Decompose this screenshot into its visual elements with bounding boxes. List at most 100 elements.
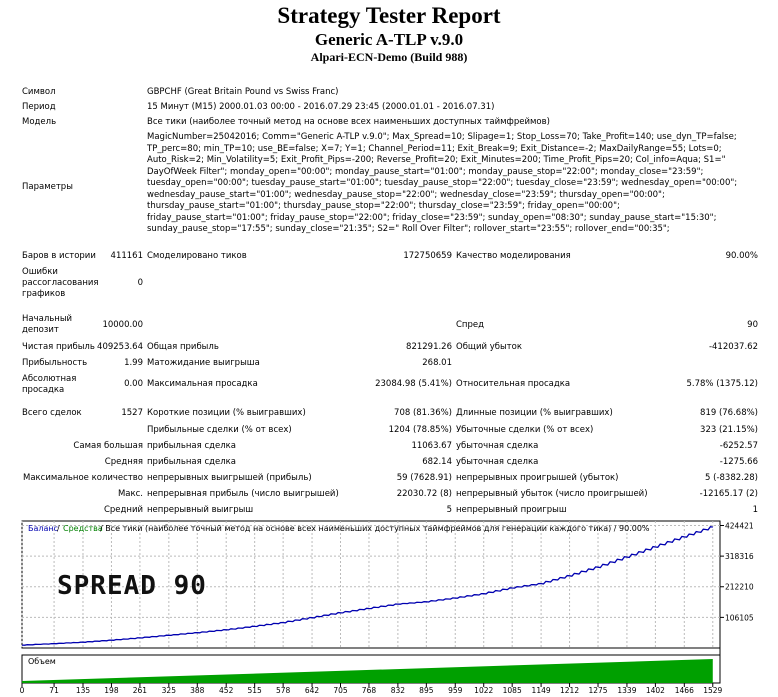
symbol-label: Символ xyxy=(22,87,56,97)
bars-value: 411161 xyxy=(110,251,143,261)
expert-name: Generic A-TLP v.9.0 xyxy=(314,30,464,49)
largest-profit-label: прибыльная сделка xyxy=(147,441,237,451)
x-tick-label: 705 xyxy=(333,686,348,695)
x-tick-label: 1212 xyxy=(560,686,579,695)
gross-loss-value: -412037.62 xyxy=(708,342,758,352)
gross-profit-label: Общая прибыль xyxy=(147,342,219,352)
average-loss-label: убыточная сделка xyxy=(456,457,539,467)
profit-factor-label: Прибыльность xyxy=(22,358,88,368)
deposit-value: 10000.00 xyxy=(102,320,143,330)
largest-profit-value: 11063.67 xyxy=(411,441,452,451)
bars-label: Баров в истории xyxy=(22,251,96,261)
x-tick-label: 1339 xyxy=(617,686,636,695)
spread-label: Спред xyxy=(456,320,484,330)
x-tick-label: 325 xyxy=(162,686,177,695)
ticks-label: Смоделировано тиков xyxy=(147,251,247,261)
legend-equity: Средства xyxy=(63,524,103,533)
deposit-label-2: депозит xyxy=(22,325,59,335)
params-value: MagicNumber=25042016; Comm="Generic A-TL… xyxy=(147,132,737,236)
y-tick-label: 318316 xyxy=(725,552,754,561)
maximal-wins-label: непрерывная прибыль (число выигрышей) xyxy=(147,489,339,499)
x-tick-label: 0 xyxy=(20,686,25,695)
symbol-value: GBPCHF (Great Britain Pound vs Swiss Fra… xyxy=(147,87,339,97)
x-tick-label: 71 xyxy=(49,686,59,695)
abs-dd-label-2: просадка xyxy=(22,385,65,395)
volume-label: Объем xyxy=(28,657,56,666)
legend-balance: Баланс xyxy=(28,524,58,533)
legend-description: / Все тики (наиболее точный метод на осн… xyxy=(100,524,650,533)
x-tick-label: 1022 xyxy=(474,686,493,695)
x-tick-label: 1275 xyxy=(588,686,607,695)
max-losses-label: непрерывных проигрышей (убыток) xyxy=(456,473,619,483)
rel-dd-label: Относительная просадка xyxy=(456,379,571,389)
largest-label: Самая большая xyxy=(73,441,143,451)
long-label: Длинные позиции (% выигравших) xyxy=(456,408,613,418)
abs-dd-label-1: Абсолютная xyxy=(22,374,77,384)
profit-trades-label: Прибыльные сделки (% от всех) xyxy=(147,425,292,435)
largest-loss-label: убыточная сделка xyxy=(456,441,539,451)
spread-value: 90 xyxy=(747,320,758,330)
x-tick-label: 578 xyxy=(276,686,291,695)
max-losses-value: 5 (-8382.28) xyxy=(705,473,758,483)
chart-frame xyxy=(21,520,721,649)
errors-label-2: рассогласования xyxy=(22,278,99,288)
max-dd-label: Максимальная просадка xyxy=(147,379,258,389)
report-title: Strategy Tester Report xyxy=(277,3,501,28)
quality-label: Качество моделирования xyxy=(456,251,571,261)
expected-payoff-value: 268.01 xyxy=(422,358,452,368)
gross-loss-label: Общий убыток xyxy=(456,342,522,352)
params-text: MagicNumber=25042016; Comm="Generic A-TL… xyxy=(147,132,738,234)
y-tick-label: 212210 xyxy=(725,583,754,592)
volume-area xyxy=(22,659,713,683)
rel-dd-value: 5.78% (1375.12) xyxy=(686,379,759,389)
model-value: Все тики (наиболее точный метод на основ… xyxy=(147,117,550,127)
gross-profit-value: 821291.26 xyxy=(406,342,452,352)
short-label: Короткие позиции (% выигравших) xyxy=(147,408,306,418)
x-tick-label: 768 xyxy=(362,686,377,695)
avg-cons-wins-value: 5 xyxy=(446,505,452,515)
avg-cons-label: Средний xyxy=(103,505,143,515)
y-tick-label: 106105 xyxy=(725,613,754,622)
x-tick-label: 515 xyxy=(248,686,263,695)
long-value: 819 (76.68%) xyxy=(700,408,758,418)
profit-factor-value: 1.99 xyxy=(124,358,143,368)
net-profit-label: Чистая прибыль xyxy=(22,342,95,352)
x-tick-label: 1149 xyxy=(532,686,551,695)
errors-value: 0 xyxy=(137,278,143,288)
avg-cons-losses-label: непрерывный проигрыш xyxy=(456,505,567,515)
maximal-wins-value: 22030.72 (8) xyxy=(396,489,452,499)
period-value: 15 Минут (M15) 2000.01.03 00:00 - 2016.0… xyxy=(147,102,495,112)
maximal-losses-value: -12165.17 (2) xyxy=(699,489,758,499)
max-wins-value: 59 (7628.91) xyxy=(396,473,452,483)
x-tick-label: 1529 xyxy=(703,686,722,695)
profit-trades-value: 1204 (78.85%) xyxy=(388,425,452,435)
y-tick-label: 424421 xyxy=(725,521,754,530)
x-tick-label: 959 xyxy=(448,686,463,695)
ticks-value: 172750659 xyxy=(403,251,452,261)
avg-cons-losses-value: 1 xyxy=(752,505,758,515)
x-tick-label: 1466 xyxy=(675,686,694,695)
x-tick-label: 135 xyxy=(76,686,91,695)
total-trades-label: Всего сделок xyxy=(22,408,82,418)
server-name: Alpari-ECN-Demo (Build 988) xyxy=(310,50,468,64)
max-cons-label: Максимальное количество xyxy=(22,473,143,483)
errors-label-1: Ошибки xyxy=(22,267,58,277)
quality-value: 90.00% xyxy=(725,251,758,261)
x-tick-label: 261 xyxy=(133,686,148,695)
x-tick-label: 895 xyxy=(419,686,434,695)
expected-payoff-label: Матожидание выигрыша xyxy=(147,358,260,368)
deposit-label-1: Начальный xyxy=(22,314,73,324)
loss-trades-value: 323 (21.15%) xyxy=(700,425,758,435)
spread-watermark: SPREAD 90 xyxy=(57,571,207,601)
maximal-losses-label: непрерывный убыток (число проигрышей) xyxy=(456,489,648,499)
x-tick-label: 452 xyxy=(219,686,234,695)
net-profit-value: 409253.64 xyxy=(97,342,143,352)
x-tick-label: 388 xyxy=(190,686,205,695)
x-tick-label: 1085 xyxy=(503,686,522,695)
max-dd-value: 23084.98 (5.41%) xyxy=(375,379,452,389)
errors-label-3: графиков xyxy=(22,289,66,299)
short-value: 708 (81.36%) xyxy=(394,408,452,418)
max-wins-label: непрерывных выигрышей (прибыль) xyxy=(147,473,312,483)
average-profit-label: прибыльная сделка xyxy=(147,457,237,467)
